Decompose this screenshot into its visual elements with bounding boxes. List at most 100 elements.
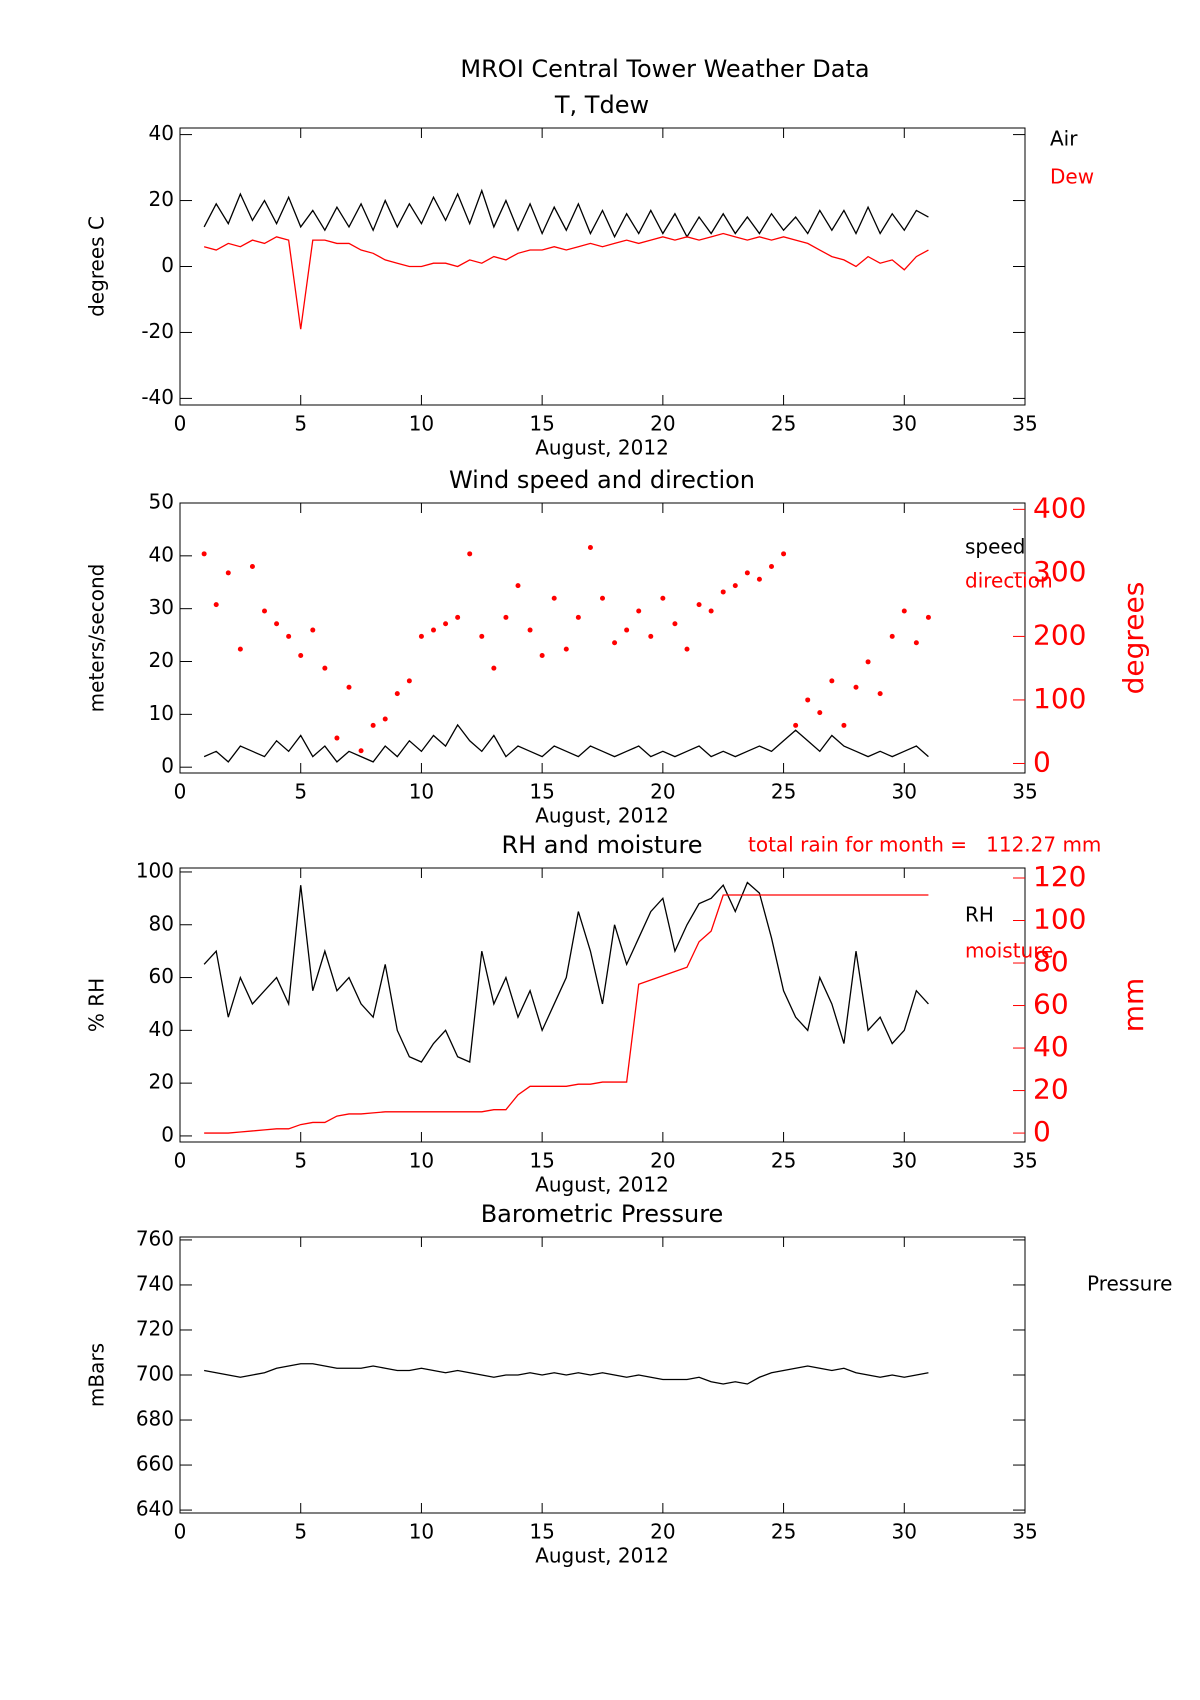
y2-tick-label: 40 [1033,1030,1069,1063]
x-tick-label: 20 [650,1520,675,1544]
y-tick-label: 0 [161,253,174,277]
x-tick-label: 35 [1012,412,1037,436]
x-tick-label: 35 [1012,1520,1037,1544]
series-line [203,188,929,239]
chart-title: MROI Central Tower Weather Data [460,55,869,83]
y-axis-label: degrees C [85,216,109,317]
y-tick-label: 10 [149,701,174,725]
x-tick-label: 35 [1012,1149,1037,1173]
panel-title: RH and moisture [501,831,702,859]
data-point [249,564,255,570]
y-axis-label: mBars [85,1343,109,1407]
data-point [479,633,485,639]
data-point [443,621,449,627]
x-tick-label: 15 [529,1520,554,1544]
data-point [720,589,726,595]
series-line [203,232,929,330]
legend-entry: moisture [965,939,1053,963]
y-tick-label: 760 [136,1226,174,1250]
data-point [575,614,581,620]
x-tick-label: 15 [529,780,554,804]
y-tick-label: 700 [136,1362,174,1386]
data-point [648,633,654,639]
y-tick-label: 680 [136,1407,174,1431]
y-tick-label: 0 [161,754,174,778]
data-point [769,564,774,570]
data-point [587,544,593,550]
data-point [213,602,219,608]
data-point [418,633,424,639]
data-point [732,583,738,589]
data-point [612,640,618,646]
data-point [394,691,400,697]
data-point [455,614,461,620]
data-point [901,608,907,614]
data-point [672,621,678,627]
x-tick-label: 30 [892,1149,917,1173]
y-tick-label: 720 [136,1316,174,1340]
data-point [370,722,376,728]
x-tick-label: 20 [650,412,675,436]
y-tick-label: 740 [136,1271,174,1295]
data-point [781,551,787,557]
x-tick-label: 5 [294,780,307,804]
data-point [696,602,702,608]
y2-tick-label: 100 [1033,903,1086,936]
legend-entry: direction [965,569,1053,593]
annotation: total rain for month = 112.27 mm [748,833,1101,857]
x-tick-label: 0 [174,412,187,436]
data-point [684,646,690,652]
y2-axis-label: degrees [1117,582,1150,695]
x-tick-label: 0 [174,1520,187,1544]
data-point [865,659,871,665]
plot-frame [179,127,1026,406]
data-point [805,697,811,703]
y-tick-label: -20 [141,319,174,343]
data-point [491,665,497,671]
legend-entry: RH [965,903,994,927]
x-tick-label: 30 [892,412,917,436]
y-tick-label: 660 [136,1452,174,1476]
x-tick-label: 15 [529,1149,554,1173]
x-tick-label: 15 [529,412,554,436]
data-point [358,748,364,754]
data-point [322,665,328,671]
panel-title: Barometric Pressure [481,1200,724,1228]
y2-tick-label: 120 [1033,860,1086,893]
data-point [527,627,533,633]
y2-axis-label: mm [1117,978,1150,1033]
legend-entry: Air [1050,127,1078,151]
x-tick-label: 10 [409,412,434,436]
y2-tick-label: 300 [1033,555,1086,588]
legend-entry: Pressure [1087,1272,1172,1296]
series-line [203,881,929,1063]
y-axis-label: meters/second [85,564,109,713]
x-axis-label: August, 2012 [535,436,669,460]
data-point [600,595,605,601]
y-tick-label: 40 [149,1017,174,1041]
data-point [237,646,243,652]
data-point [310,627,316,633]
plot-frame [179,867,1026,1143]
x-tick-label: 20 [650,780,675,804]
x-tick-label: 30 [892,780,917,804]
data-point [744,570,750,576]
y-tick-label: 40 [149,542,174,566]
data-point [406,678,412,684]
x-tick-label: 25 [771,412,796,436]
data-point [793,722,799,728]
legend-entry: Dew [1050,165,1094,189]
data-point [925,614,931,620]
x-axis-label: August, 2012 [535,1544,669,1568]
x-tick-label: 0 [174,1149,187,1173]
y2-tick-label: 200 [1033,618,1086,651]
data-point [551,595,557,601]
y-tick-label: 20 [149,187,174,211]
data-point [346,684,352,690]
y-tick-label: 640 [136,1497,174,1521]
y-tick-label: 20 [149,648,174,672]
data-point [841,722,847,728]
data-point [829,678,835,684]
